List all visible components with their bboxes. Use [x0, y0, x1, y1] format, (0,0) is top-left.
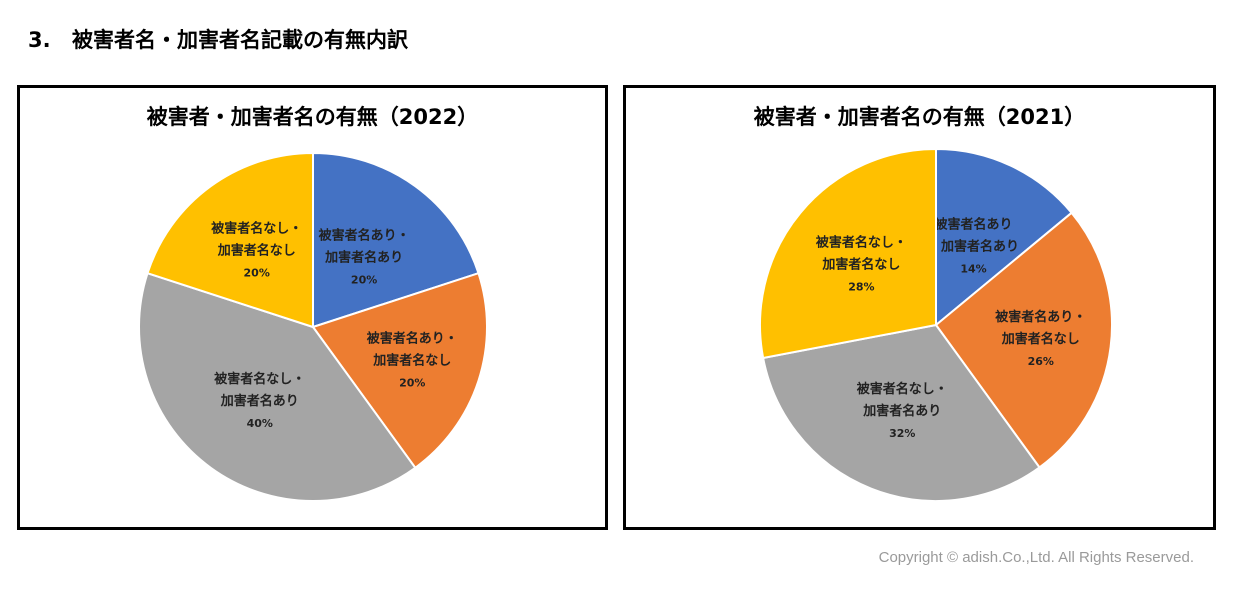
- slice-label-2021-2: 被害者名なし・加害者名あり 32%: [856, 381, 948, 440]
- slice-label-2022-2: 被害者名なし・加害者名あり 40%: [213, 371, 305, 430]
- pie-slice-2021-3: [759, 147, 937, 360]
- heading-number: 3.: [28, 28, 51, 52]
- slice-label-2022-1: 被害者名あり・加害者名なし 20%: [366, 330, 458, 389]
- pie-slice-2022-3: [146, 151, 314, 329]
- slice-label-2022-0: 被害者名あり・加害者名あり 20%: [318, 228, 410, 287]
- pie-slice-2022-0: [312, 151, 480, 329]
- pie-slice-2021-0: [935, 147, 1074, 328]
- slice-label-2021-3: 被害者名なし・加害者名なし 28%: [815, 234, 907, 293]
- copyright-notice: Copyright © adish.Co.,Ltd. All Rights Re…: [878, 549, 1194, 566]
- page-heading: 3. 被害者名・加害者名記載の有無内訳: [28, 24, 408, 54]
- pie-slice-2021-1: [934, 211, 1113, 469]
- slice-label-2021-1: 被害者名あり・加害者名なし 26%: [994, 309, 1086, 368]
- chart-title-2021: 被害者・加害者名の有無（2021）: [753, 105, 1086, 129]
- pie-slice-2022-2: [138, 271, 417, 502]
- pie-chart-2022: 被害者・加害者名の有無（2022） 被害者名あり・加害者名あり 20% 被害者名あり…: [17, 85, 608, 530]
- heading-text: 被害者名・加害者名記載の有無内訳: [72, 28, 408, 52]
- pie-slice-2022-1: [311, 271, 488, 470]
- pie-slice-2021-2: [761, 323, 1041, 502]
- pie-chart-2021: 被害者・加害者名の有無（2021） 被害者名あり・加害者名あり 14% 被害者名あり…: [623, 85, 1216, 530]
- pie-svg-2022: 被害者名あり・加害者名あり 20% 被害者名あり・加害者名なし 20% 被害者名なし・加…: [138, 151, 488, 502]
- pie-svg-2021: 被害者名あり・加害者名あり 14% 被害者名あり・加害者名なし 26% 被害者名なし・加…: [759, 147, 1113, 502]
- slice-label-2021-0: 被害者名あり・加害者名あり 14%: [928, 216, 1019, 275]
- slice-label-2022-3: 被害者名なし・加害者名なし 20%: [210, 221, 302, 280]
- chart-title-2022: 被害者・加害者名の有無（2022）: [146, 105, 479, 129]
